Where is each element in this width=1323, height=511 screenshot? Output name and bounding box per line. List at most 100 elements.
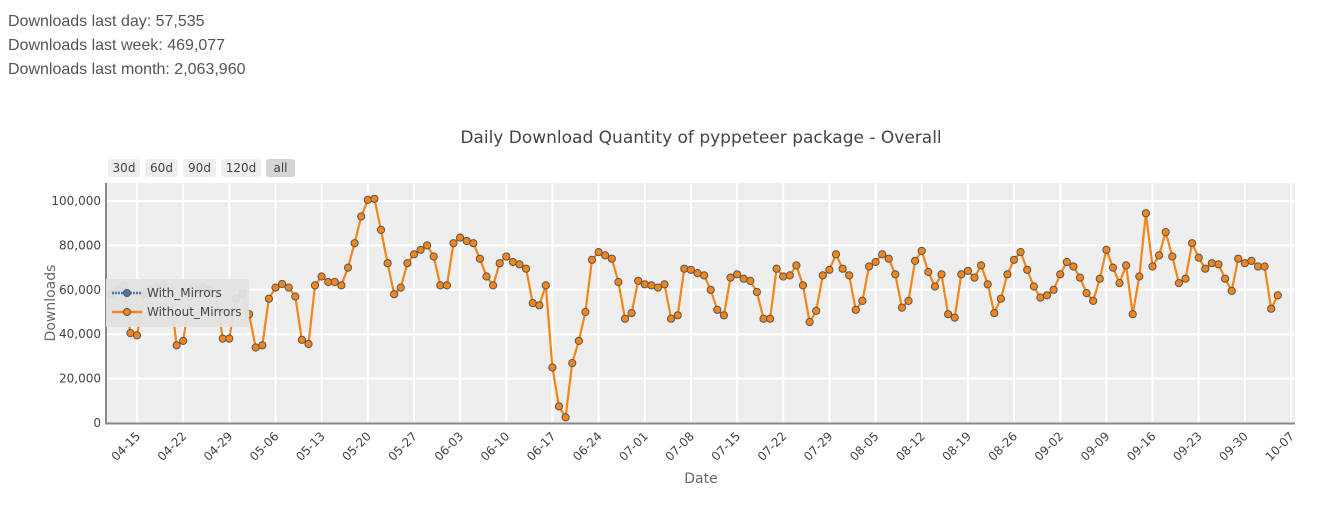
data-point[interactable] [1174,279,1184,288]
data-point[interactable] [864,262,874,271]
data-point[interactable] [561,413,570,422]
data-point[interactable] [766,314,775,323]
data-point[interactable] [1135,272,1144,281]
data-point[interactable] [548,363,557,372]
data-point[interactable] [970,273,979,282]
data-point[interactable] [1115,279,1124,288]
data-point[interactable] [396,283,405,292]
data-point[interactable] [845,271,854,280]
data-point[interactable] [1095,274,1104,283]
data-point[interactable] [489,281,498,290]
data-point[interactable] [1221,274,1230,283]
data-point[interactable] [930,282,940,291]
data-point[interactable] [752,287,762,297]
data-point[interactable] [871,257,880,267]
data-point[interactable] [1267,304,1276,313]
data-point[interactable] [409,250,419,259]
data-point[interactable] [957,270,966,279]
data-point[interactable] [1155,251,1164,260]
data-point[interactable] [442,281,451,290]
data-point[interactable] [897,303,907,312]
data-point[interactable] [482,272,491,281]
data-point[interactable] [944,310,953,319]
data-point[interactable] [1168,252,1177,261]
range-button-30d[interactable]: 30d [108,159,140,177]
data-point[interactable] [884,254,893,263]
data-point[interactable] [891,270,900,279]
data-point[interactable] [1003,270,1012,279]
data-point[interactable] [495,259,504,268]
data-point[interactable] [713,305,722,314]
data-point[interactable] [541,281,550,290]
data-point[interactable] [1089,296,1098,305]
data-point[interactable] [700,271,709,280]
data-point[interactable] [746,276,755,285]
data-point[interactable] [363,195,372,204]
data-point[interactable] [304,339,313,349]
data-point[interactable] [785,271,794,280]
data-point[interactable] [640,280,649,289]
data-point[interactable] [1122,261,1131,270]
data-point[interactable] [264,294,273,303]
data-point[interactable] [831,250,841,259]
data-point[interactable] [343,263,353,272]
data-point[interactable] [706,285,715,294]
data-point[interactable] [587,255,597,264]
data-point[interactable] [1141,209,1151,218]
data-point[interactable] [554,402,564,411]
data-point[interactable] [812,306,821,315]
data-point[interactable] [1042,291,1052,300]
data-point[interactable] [1062,257,1071,267]
data-point[interactable] [456,233,465,242]
data-point[interactable] [825,265,834,274]
data-point[interactable] [1161,228,1170,237]
data-point[interactable] [1227,286,1236,295]
data-point[interactable] [1247,256,1256,265]
data-point[interactable] [1201,264,1210,273]
data-point[interactable] [686,265,696,274]
data-point[interactable] [535,301,544,310]
data-point[interactable] [1049,285,1058,294]
data-point[interactable] [337,281,346,290]
data-point[interactable] [1214,260,1223,269]
data-point[interactable] [1102,245,1111,254]
data-point[interactable] [376,225,386,234]
data-point[interactable] [983,280,992,289]
data-point[interactable] [1128,310,1137,319]
data-point[interactable] [429,252,438,261]
data-point[interactable] [1023,265,1032,274]
data-point[interactable] [1188,239,1197,248]
data-point[interactable] [1069,262,1078,271]
legend-item-without-mirrors[interactable]: Without_Mirrors [112,305,242,319]
data-point[interactable] [357,212,366,221]
data-point[interactable] [917,246,926,255]
data-point[interactable] [937,270,946,279]
data-point[interactable] [581,307,590,317]
data-point[interactable] [1082,289,1091,298]
data-point[interactable] [258,341,267,350]
data-point[interactable] [904,296,913,305]
data-point[interactable] [1148,262,1157,271]
data-point[interactable] [1056,270,1065,279]
data-point[interactable] [179,336,188,345]
data-point[interactable] [1194,253,1203,262]
data-point[interactable] [838,264,847,273]
range-button-all[interactable]: all [266,159,295,177]
range-button-90d[interactable]: 90d [183,159,216,177]
data-point[interactable] [726,273,735,282]
data-point[interactable] [680,264,689,273]
data-point[interactable] [132,331,142,340]
data-point[interactable] [1009,255,1019,264]
data-point[interactable] [172,341,181,350]
range-button-60d[interactable]: 60d [145,159,178,177]
data-point[interactable] [792,261,801,270]
range-button-120d[interactable]: 120d [221,159,261,177]
data-point[interactable] [390,290,399,299]
data-point[interactable] [515,260,524,269]
data-point[interactable] [370,194,379,203]
data-point[interactable] [278,279,287,289]
data-point[interactable] [950,313,959,322]
data-point[interactable] [416,245,425,254]
data-point[interactable] [1016,248,1025,257]
data-point[interactable] [667,314,676,323]
